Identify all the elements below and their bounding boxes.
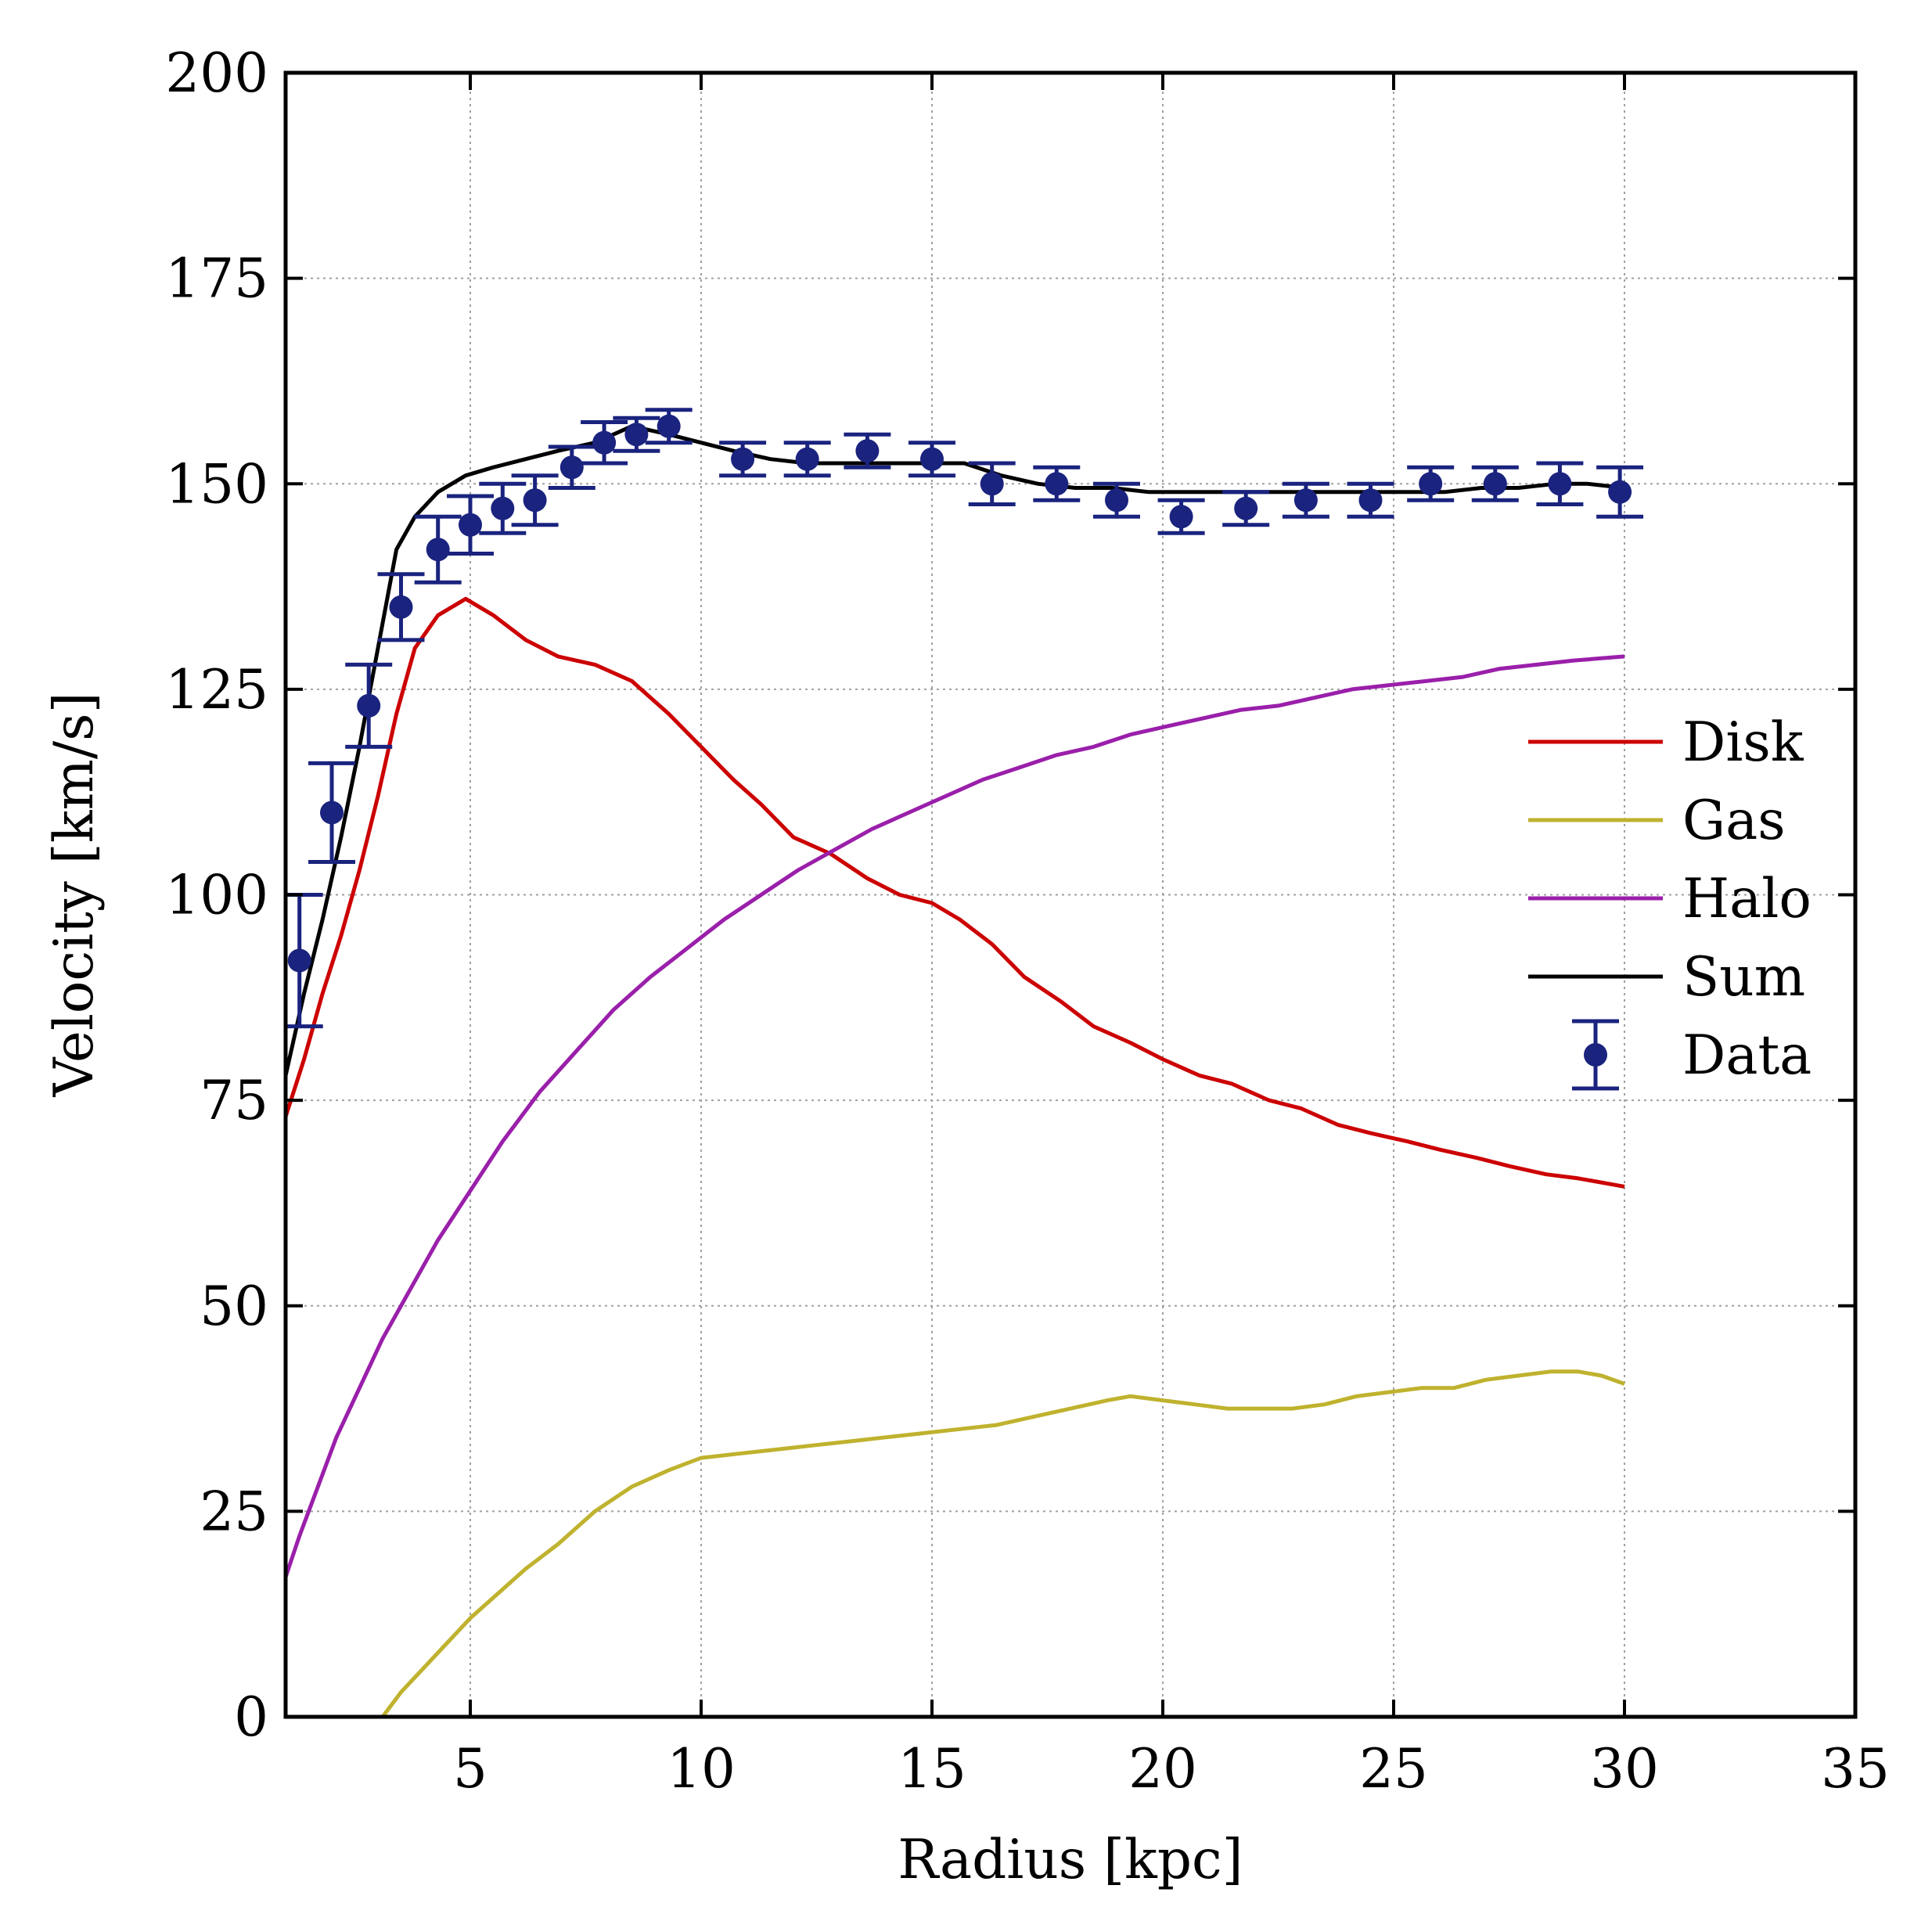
y-tick-label: 0 — [234, 1686, 268, 1749]
data-point — [1483, 472, 1507, 496]
y-tick-label: 100 — [165, 865, 268, 927]
x-tick-label: 35 — [1821, 1738, 1890, 1801]
x-tick-label: 30 — [1590, 1738, 1659, 1801]
data-point — [491, 496, 515, 520]
data-point — [1293, 488, 1318, 513]
y-tick-label: 200 — [165, 42, 268, 105]
legend-item-sum: Sum — [1528, 946, 1805, 1009]
data-point — [287, 948, 311, 973]
data-point — [389, 595, 413, 619]
legend-item-gas: Gas — [1528, 790, 1786, 852]
y-tick-label: 75 — [200, 1070, 268, 1132]
tick-labels: 5 10 15 20 25 30 35 0 25 50 75 100 125 150 175 200 — [165, 42, 1890, 1801]
x-tick-label: 20 — [1128, 1738, 1197, 1801]
data-point — [1358, 488, 1383, 513]
data-point — [523, 488, 547, 513]
data-point — [1105, 488, 1128, 513]
data-point — [920, 447, 944, 471]
data-point — [624, 423, 649, 447]
legend-item-halo: Halo — [1528, 868, 1811, 930]
halo-series-line — [286, 654, 1625, 1578]
data-point — [855, 439, 880, 463]
data-point — [1548, 472, 1572, 496]
x-tick-label: 10 — [667, 1738, 736, 1801]
data-point — [1169, 505, 1193, 529]
data-point — [1234, 496, 1258, 520]
series-layer — [286, 408, 1644, 1717]
legend-swatch-point — [1584, 1043, 1607, 1067]
legend-item-disk: Disk — [1528, 711, 1804, 774]
data-point — [357, 693, 381, 718]
plot-frame — [283, 70, 1858, 1719]
x-tick-label: 15 — [898, 1738, 966, 1801]
data-point — [1608, 480, 1632, 504]
ticks — [286, 71, 1857, 1718]
y-tick-label: 125 — [165, 659, 268, 721]
data-point — [426, 538, 450, 562]
data-point — [592, 430, 617, 455]
x-tick-label: 5 — [453, 1738, 487, 1801]
disk-series-line — [286, 596, 1625, 1189]
data-point — [657, 414, 681, 438]
data-point — [731, 447, 755, 471]
x-tick-label: 25 — [1359, 1738, 1428, 1801]
data-point — [559, 455, 584, 480]
y-tick-label: 150 — [165, 453, 268, 516]
legend: Disk Gas Halo Sum Data — [1528, 711, 1811, 1091]
data-point — [1045, 472, 1069, 496]
data-point — [320, 801, 344, 825]
legend-label-gas: Gas — [1682, 790, 1786, 852]
legend-label-data: Data — [1682, 1024, 1811, 1087]
y-tick-label: 175 — [165, 248, 268, 311]
legend-item-data: Data — [1572, 1019, 1811, 1091]
y-axis-label: Velocity [km/s] — [43, 692, 106, 1097]
gas-series-line — [380, 1369, 1625, 1717]
legend-label-halo: Halo — [1682, 868, 1811, 930]
y-tick-label: 50 — [200, 1275, 268, 1338]
y-tick-label: 25 — [200, 1480, 268, 1543]
data-point — [459, 513, 482, 537]
legend-label-disk: Disk — [1682, 711, 1804, 774]
data-point — [980, 472, 1004, 496]
x-axis-label: Radius [kpc] — [898, 1829, 1243, 1891]
legend-label-sum: Sum — [1682, 946, 1805, 1009]
data-point — [1419, 472, 1443, 496]
data-point — [795, 447, 819, 471]
